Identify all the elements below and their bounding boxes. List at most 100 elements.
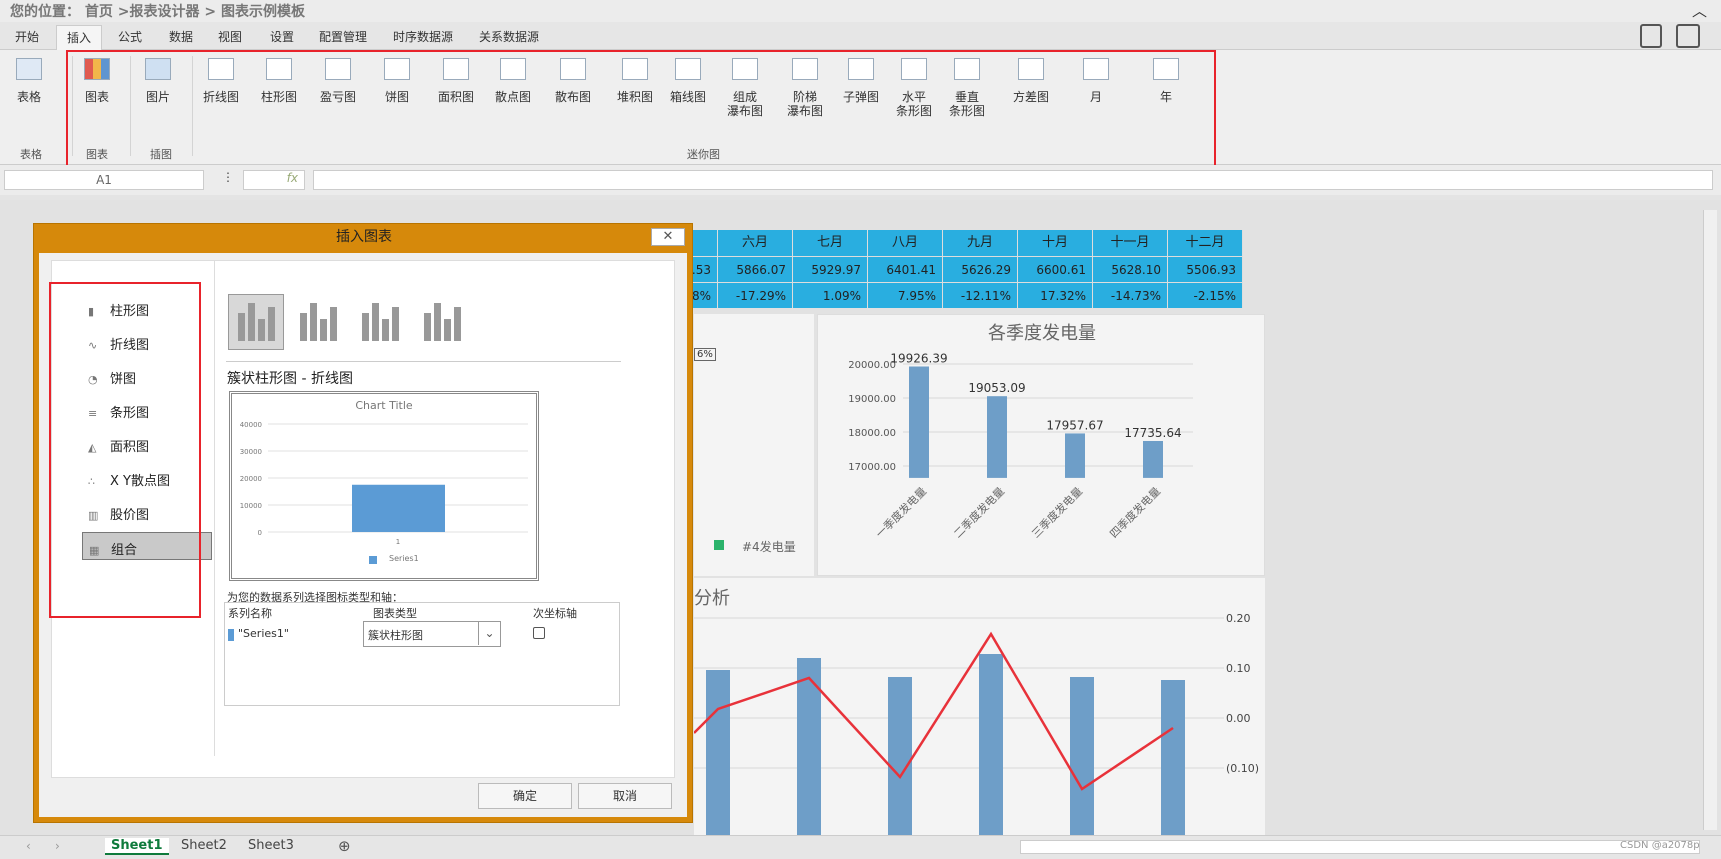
x-tick-label: 一季度发电量 — [873, 484, 930, 541]
preview-legend-label: Series1 — [389, 554, 419, 563]
sparkline-2-button[interactable]: 柱形图 — [261, 58, 297, 104]
ok-button[interactable]: 确定 — [478, 783, 572, 809]
table-cell[interactable]: -17.29% — [718, 282, 793, 308]
sparkline-10-button[interactable]: 组成 瀑布图 — [727, 58, 763, 118]
chart-category-item[interactable]: ∴ X Y散点图 — [82, 464, 212, 492]
collapse-icon[interactable]: ︿ — [1691, 2, 1707, 20]
close-icon[interactable]: ✕ — [651, 228, 685, 246]
table-cell[interactable]: -12.11% — [943, 282, 1018, 308]
vertical-scrollbar[interactable] — [1703, 210, 1717, 830]
function-icon[interactable]: fx — [243, 170, 305, 190]
chart-subtype-2-icon[interactable] — [290, 294, 346, 350]
breadcrumb-home[interactable]: 首页 — [84, 4, 113, 20]
tab-formula[interactable]: 公式 — [118, 30, 143, 44]
tab-start[interactable]: 开始 — [15, 30, 40, 44]
sparkline-11-button[interactable]: 阶梯 瀑布图 — [787, 58, 823, 118]
insert-table-button[interactable]: 表格 — [16, 58, 42, 104]
chart-subtype-1-icon[interactable] — [228, 294, 284, 350]
sparkline-5-button[interactable]: 面积图 — [438, 58, 474, 104]
bar — [1070, 677, 1094, 835]
formula-input[interactable] — [313, 170, 1713, 190]
sparkline-1-button[interactable]: 折线图 — [203, 58, 239, 104]
sparkline-17-button[interactable]: 年 — [1153, 58, 1179, 104]
table-cell[interactable]: 5866.07 — [718, 256, 793, 282]
dialog-content: ▮ 柱形图 ∿ 折线图 ◔ 饼图 ≡ 条形图 ◭ 面积图 ∴ X Y散点图 ▥ 股价图 ▦ 组合 簇状柱形图 … — [51, 260, 675, 778]
sparkline-15-button[interactable]: 方差图 — [1013, 58, 1049, 104]
formula-menu-icon[interactable]: ⋮ — [222, 170, 234, 184]
insert-picture-button[interactable]: 图片 — [145, 58, 171, 104]
sheet-tab-2[interactable]: Sheet2 — [181, 838, 227, 853]
sparkline-8-button[interactable]: 堆积图 — [617, 58, 653, 104]
chart-category-item[interactable]: ≡ 条形图 — [82, 396, 212, 424]
table-cell[interactable]: 5929.97 — [793, 256, 868, 282]
sparkline-5-icon — [443, 58, 469, 80]
table-cell[interactable]: 5628.10 — [1093, 256, 1168, 282]
chart-category-item[interactable]: ◔ 饼图 — [82, 362, 212, 390]
table-cell[interactable]: 6600.61 — [1018, 256, 1093, 282]
save-icon[interactable] — [1640, 24, 1662, 48]
sheet-tab-1[interactable]: Sheet1 — [105, 838, 169, 855]
month-header: 十二月 — [1168, 230, 1243, 256]
sparkline-16-button[interactable]: 月 — [1083, 58, 1109, 104]
sparkline-13-button[interactable]: 水平 条形图 — [896, 58, 932, 118]
table-cell[interactable]: -2.15% — [1168, 282, 1243, 308]
chart-category-item[interactable]: ▦ 组合 — [82, 532, 212, 560]
horizontal-scrollbar[interactable] — [1020, 840, 1700, 854]
chart-subtype-4-icon[interactable] — [414, 294, 470, 350]
tab-timeseries[interactable]: 时序数据源 — [393, 30, 454, 44]
tab-config[interactable]: 配置管理 — [319, 30, 368, 44]
chart-category-item[interactable]: ▥ 股价图 — [82, 498, 212, 526]
breadcrumb-path1[interactable]: 报表设计器 — [129, 4, 200, 20]
data-label: 19053.09 — [968, 381, 1025, 395]
chart-type-select[interactable]: 簇状柱形图 ⌄ — [363, 621, 501, 647]
table-cell[interactable]: 17.32% — [1018, 282, 1093, 308]
table-cell[interactable]: 5626.29 — [943, 256, 1018, 282]
tab-relational[interactable]: 关系数据源 — [479, 30, 540, 44]
tab-insert[interactable]: 插入 — [56, 25, 103, 51]
sparkline-15-label: 方差图 — [1013, 90, 1050, 104]
table-cell[interactable]: 6401.41 — [868, 256, 943, 282]
insert-chart-button[interactable]: 图表 — [84, 58, 110, 104]
series-table: 系列名称 图表类型 次坐标轴 "Series1" 簇状柱形图 ⌄ — [224, 602, 620, 706]
tab-view[interactable]: 视图 — [218, 30, 243, 44]
sparkline-4-button[interactable]: 饼图 — [384, 58, 410, 104]
breadcrumb-sep: > — [199, 4, 221, 20]
breadcrumb-label: 您的位置： — [10, 4, 80, 20]
chart-category-item[interactable]: ∿ 折线图 — [82, 328, 212, 356]
left-chart-fragment: 6% #4发电量 — [694, 314, 814, 576]
tab-settings[interactable]: 设置 — [270, 30, 295, 44]
bar — [797, 658, 821, 835]
table-cell[interactable]: -14.73% — [1093, 282, 1168, 308]
chevron-down-icon[interactable]: ⌄ — [478, 621, 500, 645]
chart-category-icon: ▦ — [89, 544, 100, 557]
table-cell[interactable]: 5506.93 — [1168, 256, 1243, 282]
sparkline-13-label: 水平 条形图 — [896, 90, 933, 118]
tab-data[interactable]: 数据 — [169, 30, 194, 44]
sparkline-16-icon — [1083, 58, 1109, 80]
sparkline-14-button[interactable]: 垂直 条形图 — [949, 58, 985, 118]
sheet-tab-3[interactable]: Sheet3 — [248, 838, 294, 853]
subtype-bars — [359, 301, 401, 341]
next-sheet-icon[interactable]: › — [55, 839, 60, 853]
sparkline-9-button[interactable]: 箱线图 — [670, 58, 706, 104]
prev-sheet-icon[interactable]: ‹ — [26, 839, 31, 853]
sparkline-7-button[interactable]: 散布图 — [555, 58, 591, 104]
table-cell[interactable]: 7.95% — [868, 282, 943, 308]
chart-category-item[interactable]: ▮ 柱形图 — [82, 294, 212, 322]
chart-subtype-3-icon[interactable] — [352, 294, 408, 350]
search-icon[interactable] — [1676, 24, 1700, 48]
add-sheet-icon[interactable]: ⊕ — [338, 837, 351, 855]
table-cell[interactable]: 1.09% — [793, 282, 868, 308]
watermark: CSDN @a2078p — [1620, 840, 1700, 851]
cell-reference-input[interactable]: A1 — [4, 170, 204, 190]
sparkline-6-button[interactable]: 散点图 — [495, 58, 531, 104]
sparkline-12-button[interactable]: 子弹图 — [843, 58, 879, 104]
chart-preview: Chart Title 40000 30000 20000 10000 0 1 Serie… — [229, 391, 539, 581]
chart-category-item[interactable]: ◭ 面积图 — [82, 430, 212, 458]
sparkline-6-label: 散点图 — [495, 90, 532, 104]
formula-bar: A1 ⋮ fx — [0, 165, 1721, 195]
sparkline-9-icon — [675, 58, 701, 80]
secondary-axis-checkbox[interactable] — [533, 627, 545, 639]
sparkline-3-button[interactable]: 盈亏图 — [320, 58, 356, 104]
cancel-button[interactable]: 取消 — [578, 783, 672, 809]
